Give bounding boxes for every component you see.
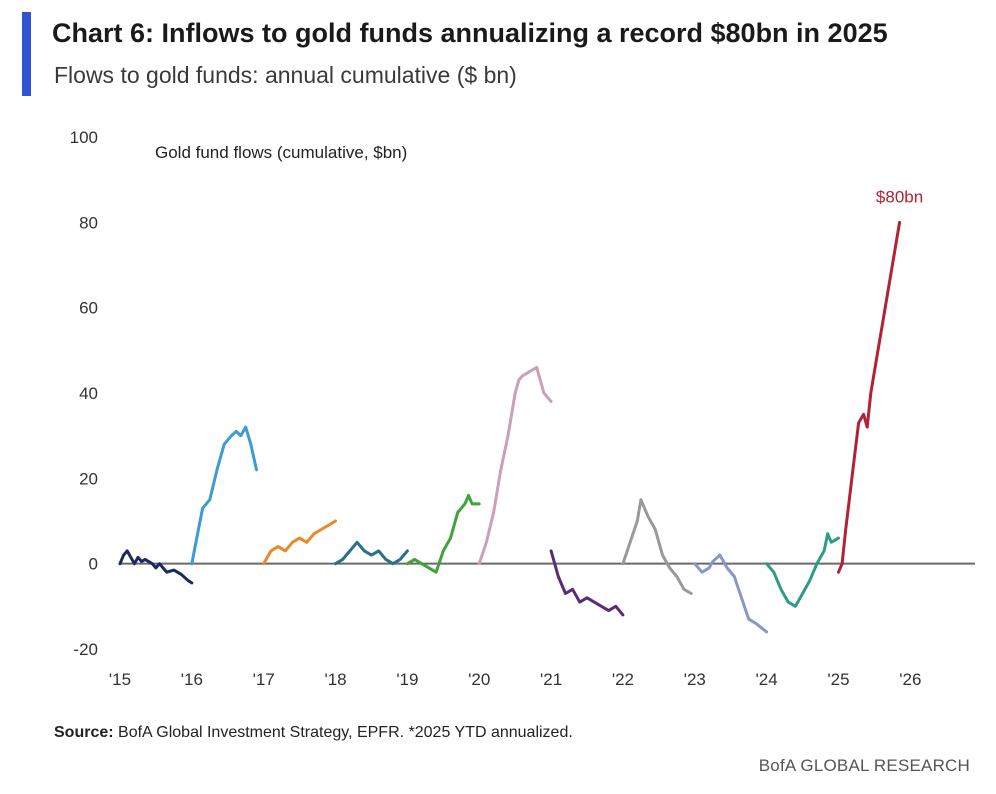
source-note: Source: BofA Global Investment Strategy,…: [54, 724, 573, 742]
y-tick-label: -20: [73, 640, 98, 659]
x-tick-label: '24: [756, 670, 778, 689]
x-tick-label: '17: [253, 670, 275, 689]
source-label: Source:: [54, 724, 114, 741]
series-line-2018: [334, 540, 409, 566]
x-tick-label: '22: [612, 670, 634, 689]
x-tick-label: '25: [827, 670, 849, 689]
x-tick-label: '21: [540, 670, 562, 689]
x-axis: '15 '16 '17 '18 '19 '20 '21 '22 '23 '24 '25 '26: [109, 670, 921, 689]
source-text: BofA Global Investment Strategy, EPFR. *…: [113, 724, 573, 741]
x-tick-label: '16: [181, 670, 203, 689]
x-tick-label: '26: [899, 670, 921, 689]
y-tick-label: 20: [79, 469, 98, 488]
series-layer: [118, 220, 902, 634]
y-tick-label: 40: [79, 384, 98, 403]
series-line-2019: [405, 493, 481, 574]
x-tick-label: '23: [684, 670, 706, 689]
y-axis: 100 80 60 40 20 0 -20: [70, 128, 98, 659]
series-line-2023: [693, 553, 769, 634]
y-tick-label: 80: [79, 213, 98, 232]
y-tick-label: 60: [79, 299, 98, 318]
chart-subtitle: Flows to gold funds: annual cumulative (…: [54, 62, 517, 88]
series-line-2017: [262, 519, 337, 566]
series-line-2015: [118, 549, 194, 585]
annotation-label: $80bn: [876, 188, 923, 207]
annotations: $80bn: [876, 188, 923, 207]
inner-label: Gold fund flows (cumulative, $bn): [155, 143, 407, 162]
x-tick-label: '18: [324, 670, 346, 689]
series-line-2025: [837, 220, 902, 574]
brand-label: BofA GLOBAL RESEARCH: [758, 756, 970, 775]
title-accent-bar: [22, 12, 31, 96]
y-tick-label: 0: [89, 555, 98, 574]
series-line-2024: [765, 532, 840, 608]
series-line-2021: [549, 549, 625, 617]
x-tick-label: '20: [468, 670, 490, 689]
series-line-2022: [621, 498, 693, 595]
series-line-2020: [477, 365, 553, 566]
y-tick-label: 100: [70, 128, 98, 147]
chart-title: Chart 6: Inflows to gold funds annualizi…: [52, 18, 888, 48]
x-tick-label: '19: [396, 670, 418, 689]
series-line-2016: [190, 425, 258, 566]
x-tick-label: '15: [109, 670, 131, 689]
